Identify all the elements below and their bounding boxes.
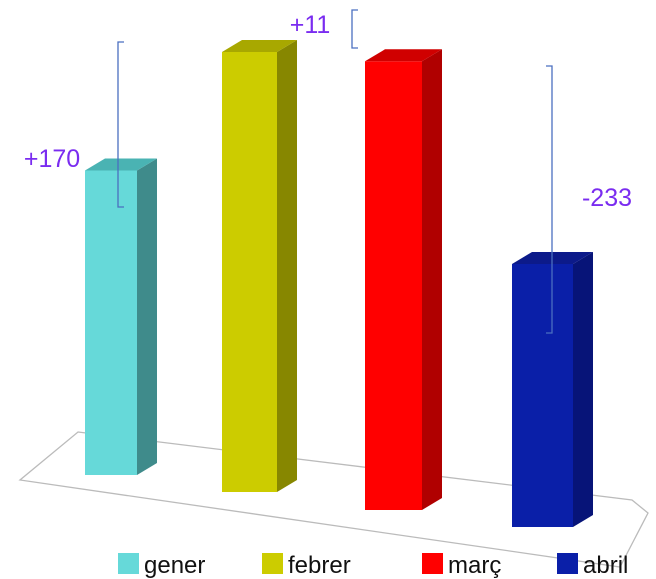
legend-swatch-2: [262, 553, 283, 574]
bar-3: [365, 49, 442, 510]
legend: gener febrer març abril: [118, 552, 628, 579]
bar-front-2: [222, 52, 277, 492]
legend-swatch-1: [118, 553, 139, 574]
bar-side-3: [422, 49, 442, 510]
bar-4: [512, 251, 593, 528]
legend-swatch-3: [422, 553, 443, 574]
legend-item-2: febrer: [262, 552, 351, 579]
legend-item-1: gener: [118, 552, 205, 579]
annotation-bracket-1: [117, 41, 124, 208]
legend-swatch-4: [557, 553, 578, 574]
annotation-brackets: [117, 9, 553, 334]
legend-label-3: març: [448, 552, 501, 579]
annotation-label-3: -233: [582, 184, 632, 212]
legend-item-4: abril: [557, 552, 628, 579]
annotation-bracket-2: [351, 9, 358, 49]
legend-label-4: abril: [583, 552, 628, 579]
bars-group: [85, 40, 593, 528]
bar-top-3: [365, 49, 442, 62]
legend-label-2: febrer: [288, 552, 351, 579]
bar-front-1: [85, 170, 137, 475]
bar-side-1: [137, 158, 157, 475]
bar-top-2: [222, 40, 297, 53]
legend-item-3: març: [422, 552, 501, 579]
annotation-bracket-3: [546, 65, 553, 334]
bar-front-4: [512, 263, 573, 527]
annotation-label-2: +11: [290, 11, 331, 39]
bar-2: [222, 40, 297, 492]
bar-side-4: [573, 251, 593, 528]
bar-front-3: [365, 61, 422, 510]
bar-1: [85, 158, 157, 475]
annotation-labels: +170 +11 -233: [24, 11, 632, 212]
annotation-label-1: +170: [24, 145, 80, 173]
bar-top-1: [85, 158, 157, 171]
bar-side-2: [277, 40, 297, 492]
legend-label-1: gener: [144, 552, 205, 579]
